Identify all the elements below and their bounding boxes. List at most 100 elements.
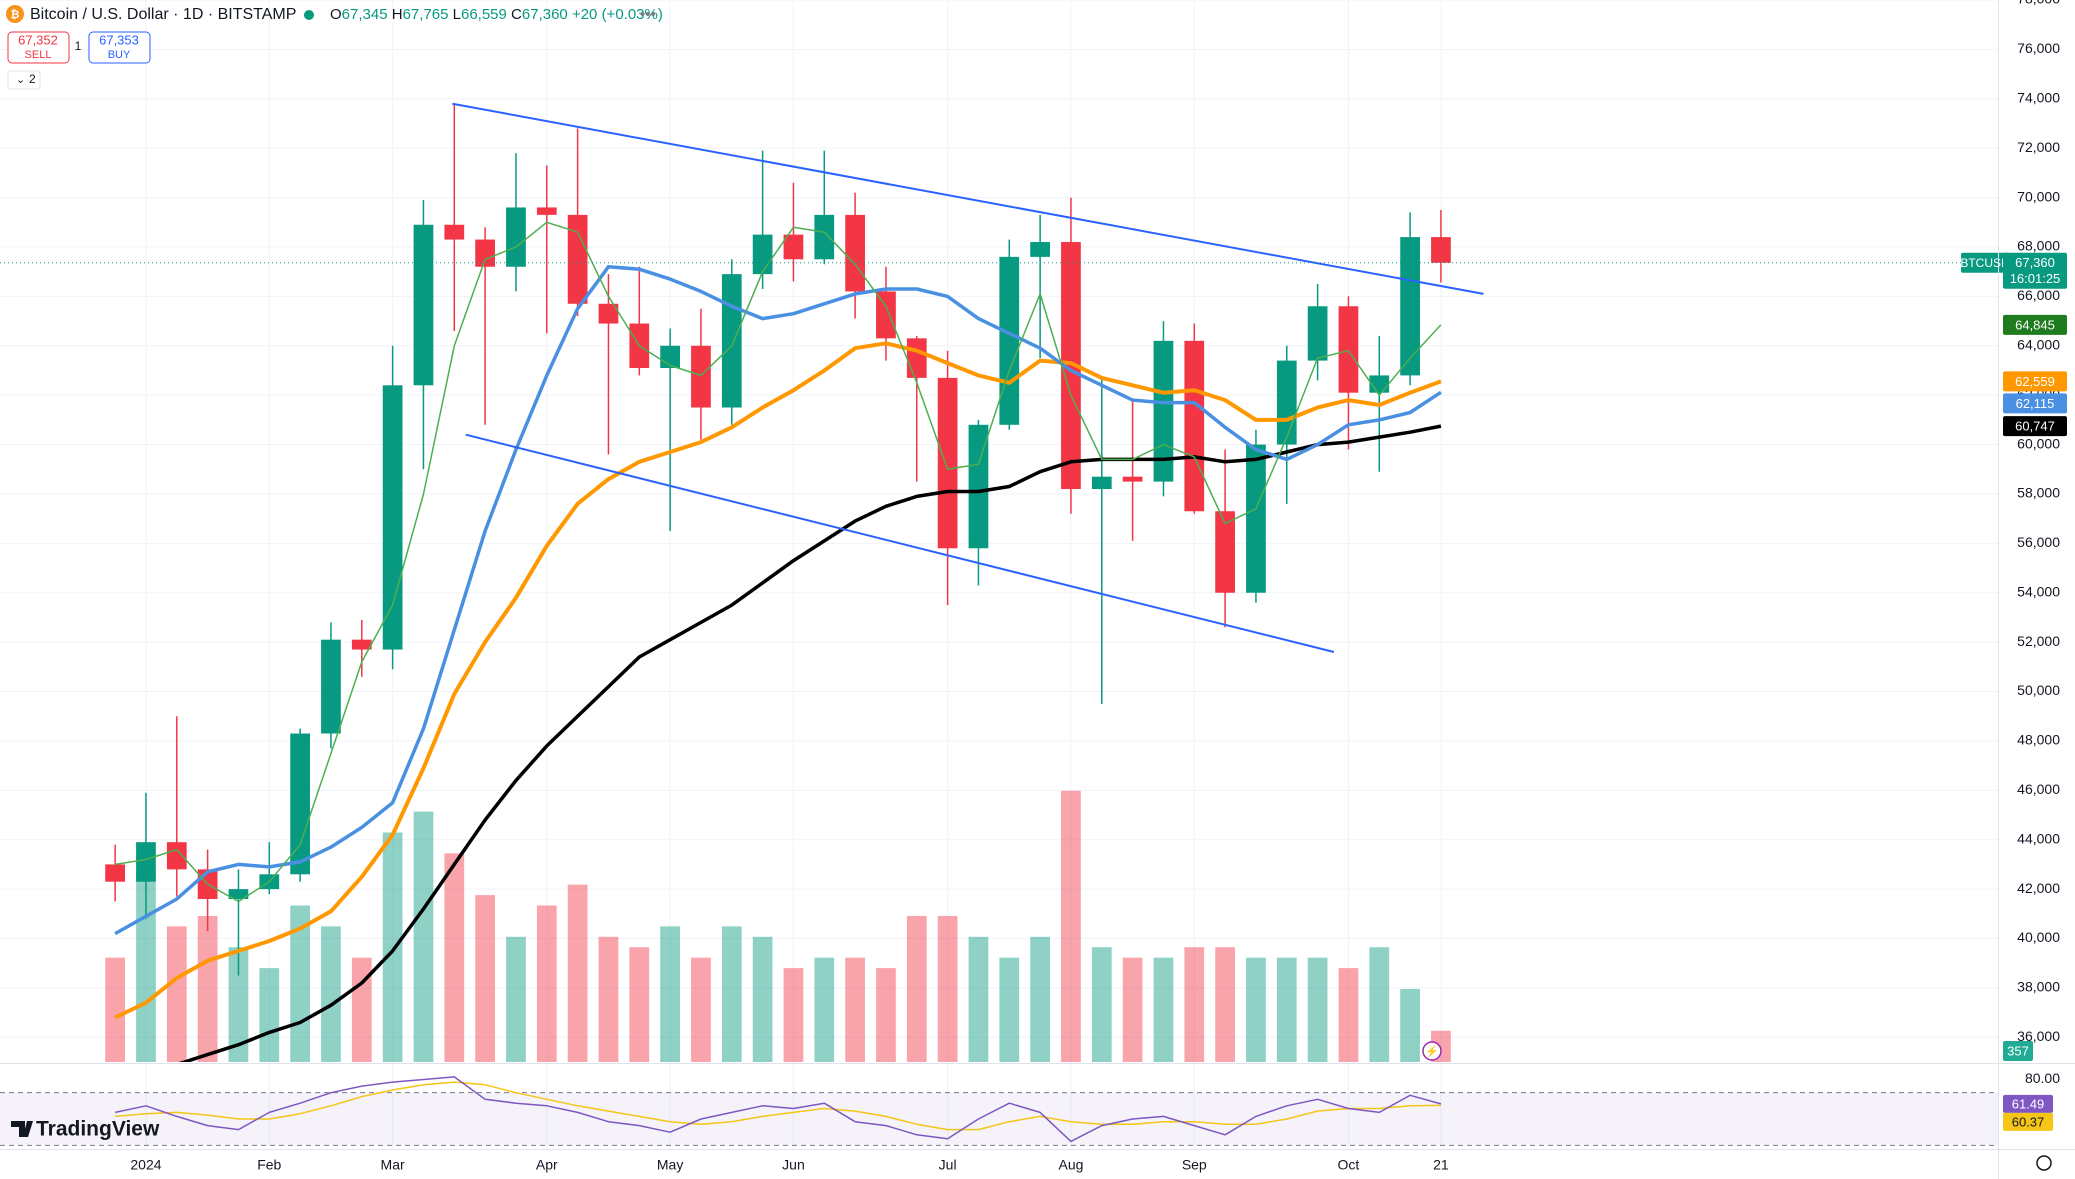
candle-body xyxy=(1061,242,1081,490)
ohlc-key: C xyxy=(511,6,522,23)
chevron: ⌄ xyxy=(16,74,25,86)
volume-bar xyxy=(876,968,896,1062)
y-tick-label: 38,000 xyxy=(2017,979,2060,995)
moving-average xyxy=(114,221,1442,903)
symbol-tag-label: BTCUSD xyxy=(1960,256,2010,270)
volume-tag xyxy=(2003,1041,2033,1061)
volume-bar xyxy=(752,936,773,1062)
candle-body xyxy=(382,385,403,650)
moving-average xyxy=(114,264,1442,936)
candle-body xyxy=(1184,340,1205,512)
candle-body xyxy=(814,214,835,260)
trend-line[interactable] xyxy=(465,433,1335,653)
change: +20 (+0.03%) xyxy=(572,6,663,23)
candle-body xyxy=(845,214,865,292)
y-tick-label: 58,000 xyxy=(2017,485,2060,501)
x-tick-label: 21 xyxy=(1433,1157,1449,1173)
candle-body xyxy=(1431,237,1451,263)
ohlc-key: H xyxy=(392,6,403,23)
spread: 1 xyxy=(75,39,82,53)
volume-bar xyxy=(721,926,742,1062)
x-tick-label: 2024 xyxy=(130,1157,161,1173)
ohlc-value: 67,765 xyxy=(403,6,449,23)
volume-bar xyxy=(567,884,588,1062)
buy-button[interactable] xyxy=(88,31,151,64)
candle-body xyxy=(475,239,495,267)
candle-body xyxy=(968,424,989,549)
rsi-band xyxy=(0,1092,1998,1146)
rsi-tick-label: 80.00 xyxy=(2025,1070,2060,1086)
volume-bar xyxy=(1338,968,1359,1062)
volume-bar xyxy=(321,926,341,1062)
price-tag xyxy=(2003,314,2067,335)
price-tag-label: 64,845 xyxy=(2015,317,2055,332)
x-tick-label: Aug xyxy=(1058,1157,1083,1173)
ohlc-value: 66,559 xyxy=(461,6,507,23)
volume-bar xyxy=(475,895,495,1062)
logo: TradingView xyxy=(11,1118,160,1141)
trend-line[interactable] xyxy=(452,102,1484,295)
volume-bar xyxy=(691,957,711,1062)
price-tag-label: 60,747 xyxy=(2015,419,2055,434)
ohlc-value: 67,360 xyxy=(522,6,568,23)
last-price-tag xyxy=(2003,252,2067,289)
volume-bar xyxy=(1307,957,1328,1062)
volume-bar xyxy=(228,947,249,1062)
volume-layer xyxy=(105,790,1451,1062)
volume-bar xyxy=(136,874,156,1062)
volume-bar xyxy=(1184,947,1205,1062)
last-price-label: 67,360 xyxy=(2015,255,2055,270)
volume-bar xyxy=(814,957,835,1062)
volume-bar xyxy=(845,957,865,1062)
y-tick-label: 46,000 xyxy=(2017,781,2060,797)
logo-text: TradingView xyxy=(36,1118,160,1141)
rsi-line xyxy=(115,1081,1441,1131)
volume-bar xyxy=(1400,988,1420,1062)
buy-label: BUY xyxy=(108,49,131,61)
indicators-toggle[interactable] xyxy=(7,70,41,90)
x-tick-label: May xyxy=(657,1157,683,1173)
candle-body xyxy=(1276,360,1297,445)
y-tick-label: 36,000 xyxy=(2017,1028,2060,1044)
y-tick-label: 68,000 xyxy=(2017,238,2060,254)
alert-icon[interactable] xyxy=(1422,1041,1442,1061)
settings-icon[interactable] xyxy=(2036,1155,2052,1171)
volume-bar xyxy=(259,968,280,1062)
x-tick-label: Oct xyxy=(1338,1157,1360,1173)
candle-body xyxy=(999,256,1020,425)
more-button[interactable]: ••• xyxy=(640,6,656,23)
symbol-title[interactable]: Bitcoin / U.S. Dollar · 1D · BITSTAMP xyxy=(30,6,296,23)
volume-bar xyxy=(351,957,372,1062)
candle-body xyxy=(105,864,125,882)
y-tick-label: 44,000 xyxy=(2017,830,2060,846)
volume-bar xyxy=(598,936,619,1062)
volume-bar xyxy=(629,947,650,1062)
candle-body xyxy=(136,842,156,882)
y-tick-label: 78,000 xyxy=(2017,0,2060,7)
candle-body xyxy=(752,234,773,275)
candle-body xyxy=(536,207,557,215)
volume-bar xyxy=(783,968,804,1062)
volume-bar xyxy=(968,936,989,1062)
candle-body xyxy=(444,224,465,240)
moving-average xyxy=(114,341,1442,1020)
y-tick-label: 66,000 xyxy=(2017,287,2060,303)
volume-bar xyxy=(1276,957,1297,1062)
candle-body xyxy=(290,733,310,875)
volume-bar xyxy=(1246,957,1266,1062)
candle-body xyxy=(906,338,927,378)
volume-bar xyxy=(413,811,434,1062)
candle-body xyxy=(691,345,711,408)
price-tag-label: 62,115 xyxy=(2016,396,2055,411)
y-tick-label: 56,000 xyxy=(2017,534,2060,550)
sell-label: SELL xyxy=(25,49,52,61)
y-tick-label: 42,000 xyxy=(2017,880,2060,896)
symbol-tag xyxy=(1961,252,2009,273)
rsi-tag xyxy=(2003,1094,2053,1113)
sell-button[interactable] xyxy=(7,31,70,64)
candle-body xyxy=(1091,476,1112,490)
rsi-tag-label: 61.49 xyxy=(2012,1096,2045,1111)
candle-body xyxy=(598,303,619,324)
market-status[interactable] xyxy=(304,10,314,20)
